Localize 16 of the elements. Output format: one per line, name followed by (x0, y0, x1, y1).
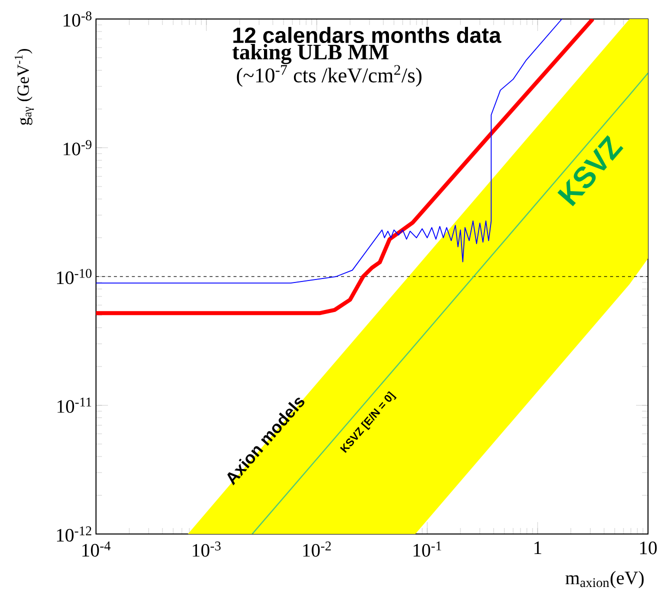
annotation: (~10$^{-7}$ cts /keV/cm$^{2}$/s) (236, 65, 422, 87)
y-tick-label: 10$^{-10}$ (57, 268, 92, 284)
y-axis-title: g$_{aγ}$ (GeV$^{-1}$) (14, 49, 34, 125)
y-tick-label: 10$^{-8}$ (64, 11, 92, 27)
annotation: taking ULB MM (232, 44, 388, 64)
x-tick-label: 1 (534, 542, 542, 554)
x-tick-label: 10$^{-3}$ (192, 542, 221, 557)
x-axis-title: m$_{axion}$(eV) (566, 571, 644, 588)
y-tick-label: 10$^{-11}$ (58, 398, 92, 413)
x-tick-label: 10$^{-2}$ (303, 542, 331, 557)
x-tick-label: 10 (640, 542, 657, 554)
x-tick-label: 10$^{-1}$ (414, 542, 442, 557)
y-tick-label: 10$^{-12}$ (57, 526, 92, 542)
annotation: 12 calendars months data (233, 26, 502, 44)
x-tick-label: 10$^{-4}$ (82, 542, 111, 557)
y-tick-label: 10$^{-9}$ (64, 140, 92, 156)
